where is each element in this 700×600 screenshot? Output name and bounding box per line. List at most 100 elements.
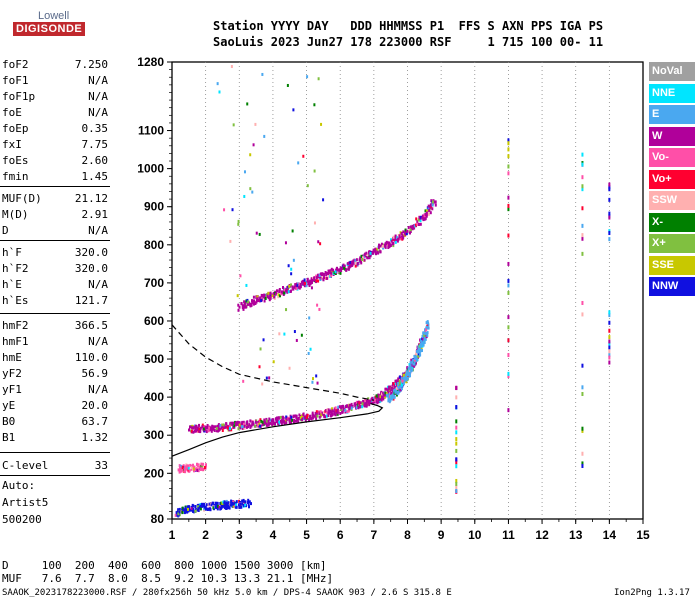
echo-point	[276, 289, 278, 293]
echo-point	[251, 190, 254, 194]
echo-point	[297, 417, 300, 420]
echo-point	[403, 380, 406, 383]
echo-point	[324, 271, 327, 274]
param-value: 0.35	[81, 122, 109, 135]
param-row: M(D) 2.91	[2, 207, 108, 223]
echo-point	[227, 504, 230, 508]
echo-point	[314, 411, 317, 415]
echo-point	[230, 65, 233, 69]
param-row: yE 20.0	[2, 398, 108, 414]
echo-point	[392, 382, 395, 386]
echo-point	[311, 416, 314, 420]
echo-point	[355, 258, 358, 262]
echo-point	[409, 360, 412, 364]
echo-point	[243, 302, 246, 306]
echo-point	[352, 259, 355, 263]
echo-point	[407, 367, 410, 370]
echo-point	[406, 371, 409, 375]
echo-point	[184, 465, 187, 469]
echo-point	[385, 240, 388, 244]
echo-point	[402, 235, 405, 239]
echo-point	[197, 429, 200, 433]
echo-point	[424, 209, 427, 213]
echo-point	[221, 423, 224, 427]
echo-point	[197, 509, 200, 512]
echo-point	[338, 268, 341, 272]
echo-point	[387, 246, 390, 249]
echo-point	[347, 405, 350, 409]
header-line-1: Station YYYY DAY DDD HHMMSS P1 FFS S AXN…	[213, 19, 604, 33]
echo-point	[318, 412, 321, 415]
echo-point	[387, 394, 390, 398]
echo-point	[306, 184, 309, 188]
echo-point	[242, 499, 245, 503]
echo-point	[266, 419, 269, 423]
echo-point	[401, 233, 404, 237]
echo-point	[188, 505, 191, 509]
echo-point	[285, 421, 288, 425]
echo-point	[187, 466, 190, 470]
echo-point	[372, 248, 375, 252]
echo-point	[268, 376, 271, 380]
echo-point	[275, 291, 278, 295]
echo-point	[417, 347, 420, 351]
param-name: h`E	[2, 278, 22, 291]
echo-point	[189, 425, 191, 429]
echo-point	[362, 400, 365, 404]
echo-point	[407, 226, 410, 229]
echo-point	[215, 501, 218, 505]
echo-point	[194, 425, 197, 429]
echo-point	[230, 502, 233, 505]
param-value: 366.5	[74, 319, 108, 332]
param-name: foEp	[2, 122, 29, 135]
software-version: Ion2Png 1.3.17	[614, 588, 690, 598]
echo-point	[295, 415, 298, 419]
echo-point	[421, 214, 424, 218]
echo-point	[212, 506, 215, 510]
echo-point	[287, 290, 290, 294]
echo-point	[415, 223, 417, 227]
echo-point	[192, 504, 195, 508]
echo-point	[427, 323, 430, 327]
echo-point	[320, 413, 323, 417]
echo-point	[507, 138, 510, 143]
echo-point	[178, 470, 181, 474]
echo-point	[340, 405, 343, 409]
echo-point	[229, 239, 232, 243]
echo-point	[232, 502, 234, 506]
echo-point	[608, 215, 611, 220]
echo-point	[371, 402, 374, 405]
echo-point	[222, 423, 225, 427]
echo-point	[455, 460, 458, 465]
echo-point	[417, 354, 420, 358]
echo-point	[379, 244, 382, 248]
echo-point	[371, 396, 374, 400]
x-tick-label: 13	[569, 528, 583, 542]
echo-point	[335, 409, 338, 413]
param-row: MUF(D) 21.12	[2, 191, 108, 207]
echo-point	[342, 407, 345, 411]
legend-item-ssw: SSW	[649, 191, 695, 210]
echo-point	[377, 393, 380, 397]
echo-point	[306, 75, 309, 79]
echo-point	[323, 273, 326, 277]
echo-point	[243, 424, 246, 428]
echo-point	[303, 278, 306, 282]
echo-point	[326, 272, 329, 275]
echo-point	[190, 507, 193, 510]
echo-point	[312, 276, 314, 280]
echo-point	[203, 505, 206, 509]
param-value: 110.0	[74, 351, 108, 364]
echo-point	[391, 395, 394, 399]
echo-point	[326, 408, 329, 412]
echo-point	[194, 509, 197, 513]
echo-point	[267, 420, 270, 423]
echo-point	[201, 425, 204, 429]
echo-point	[265, 376, 268, 380]
echo-point	[276, 420, 279, 424]
echo-point	[194, 505, 197, 508]
echo-point	[315, 374, 318, 378]
echo-point	[283, 420, 286, 424]
param-value: N/A	[88, 383, 108, 396]
echo-point	[424, 213, 427, 216]
